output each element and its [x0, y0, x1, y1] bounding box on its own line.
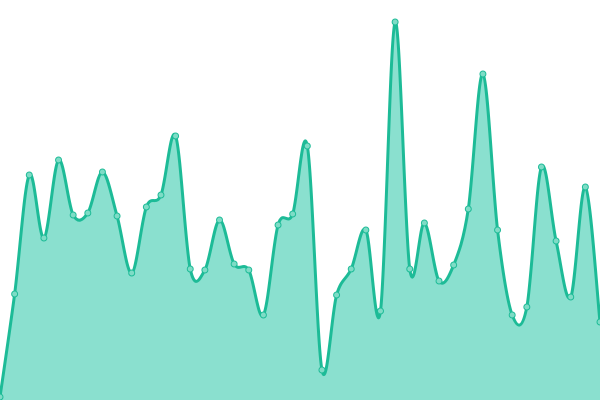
data-point-24 [347, 265, 355, 273]
data-point-2 [25, 171, 33, 179]
data-point-29 [420, 219, 428, 227]
data-point-15 [216, 216, 224, 224]
data-point-32 [464, 205, 472, 213]
data-point-31 [450, 261, 458, 269]
data-point-4 [55, 156, 63, 164]
data-point-3 [40, 234, 48, 242]
data-point-20 [289, 210, 297, 218]
data-point-5 [69, 211, 77, 219]
data-point-21 [303, 142, 311, 150]
data-point-19 [274, 221, 282, 229]
data-point-18 [259, 311, 267, 319]
data-points [0, 18, 600, 400]
data-point-28 [406, 265, 414, 273]
data-point-6 [84, 209, 92, 217]
data-point-38 [552, 237, 560, 245]
data-point-1 [11, 290, 19, 298]
data-point-37 [537, 163, 545, 171]
data-point-33 [479, 70, 487, 78]
data-point-34 [494, 226, 502, 234]
data-point-25 [362, 226, 370, 234]
data-point-10 [142, 203, 150, 211]
data-point-0 [0, 393, 4, 400]
data-point-26 [376, 307, 384, 315]
area-fill [0, 21, 600, 400]
data-point-7 [98, 168, 106, 176]
data-point-9 [128, 269, 136, 277]
data-point-36 [523, 303, 531, 311]
data-point-40 [581, 183, 589, 191]
data-point-39 [567, 293, 575, 301]
data-point-27 [391, 18, 399, 26]
data-point-14 [201, 266, 209, 274]
data-point-8 [113, 212, 121, 220]
data-point-11 [157, 191, 165, 199]
data-point-41 [596, 318, 600, 326]
data-point-22 [318, 366, 326, 374]
data-point-35 [508, 311, 516, 319]
data-point-30 [435, 277, 443, 285]
data-point-17 [245, 266, 253, 274]
data-point-16 [230, 260, 238, 268]
data-point-23 [333, 291, 341, 299]
data-point-12 [172, 132, 180, 140]
data-point-13 [186, 265, 194, 273]
